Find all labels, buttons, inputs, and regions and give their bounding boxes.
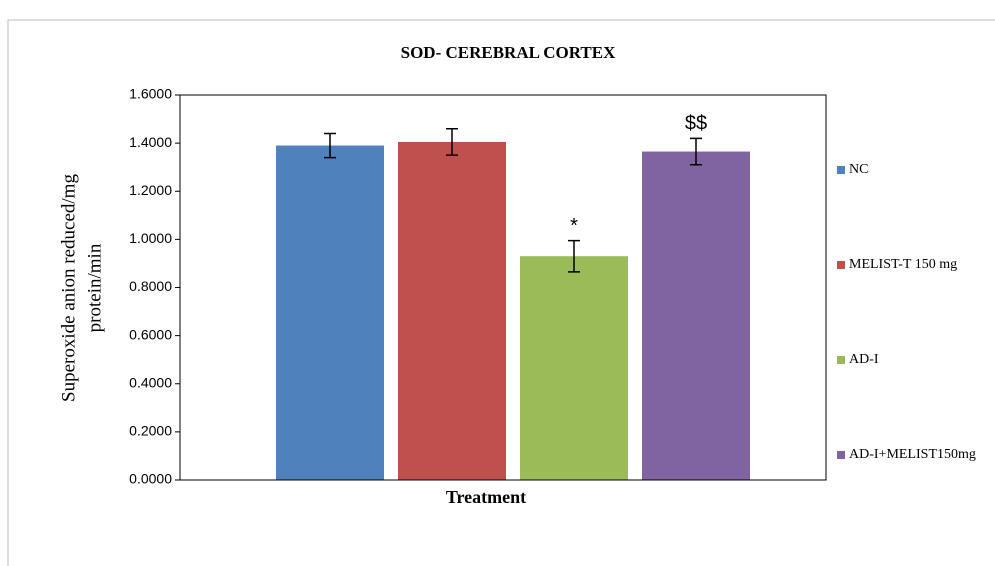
error-bar bbox=[446, 127, 458, 156]
legend-swatch bbox=[837, 451, 845, 459]
y-tick-label: 1.0000 bbox=[129, 230, 172, 246]
y-axis-label: Superoxide anion reduced/mg bbox=[58, 174, 79, 402]
plot-border bbox=[179, 94, 827, 481]
y-tick-label: 1.2000 bbox=[129, 182, 172, 198]
legend-swatch bbox=[837, 166, 845, 174]
chart-frame bbox=[7, 19, 995, 566]
legend-label: MELIST-T 150 mg bbox=[849, 257, 957, 272]
bar bbox=[398, 141, 506, 480]
y-tick-label: 0.6000 bbox=[129, 326, 172, 342]
legend-label: NC bbox=[849, 162, 868, 177]
y-tick-label: 1.6000 bbox=[129, 86, 172, 102]
annotation: * bbox=[570, 215, 578, 237]
legend-label: AD-I bbox=[849, 352, 879, 367]
y-tick-label: 0.8000 bbox=[129, 278, 172, 294]
error-bar bbox=[690, 137, 702, 166]
error-bar bbox=[568, 239, 580, 273]
legend-swatch bbox=[837, 261, 845, 269]
y-tick-label: 0.0000 bbox=[129, 471, 172, 487]
y-axis-label: protein/min bbox=[84, 243, 105, 332]
bar bbox=[520, 256, 628, 480]
bar bbox=[642, 151, 750, 480]
y-tick-label: 0.4000 bbox=[129, 374, 172, 390]
y-tick-label: 0.2000 bbox=[129, 423, 172, 439]
annotation: $$ bbox=[685, 113, 707, 135]
bar bbox=[276, 145, 384, 480]
error-bar bbox=[324, 132, 336, 159]
y-tick-label: 1.4000 bbox=[129, 134, 172, 150]
legend-swatch bbox=[837, 356, 845, 364]
x-axis-label: Treatment bbox=[446, 487, 526, 507]
legend-label: AD-I+MELIST150mg bbox=[849, 447, 976, 462]
chart-title: SOD- CEREBRAL CORTEX bbox=[401, 43, 616, 62]
